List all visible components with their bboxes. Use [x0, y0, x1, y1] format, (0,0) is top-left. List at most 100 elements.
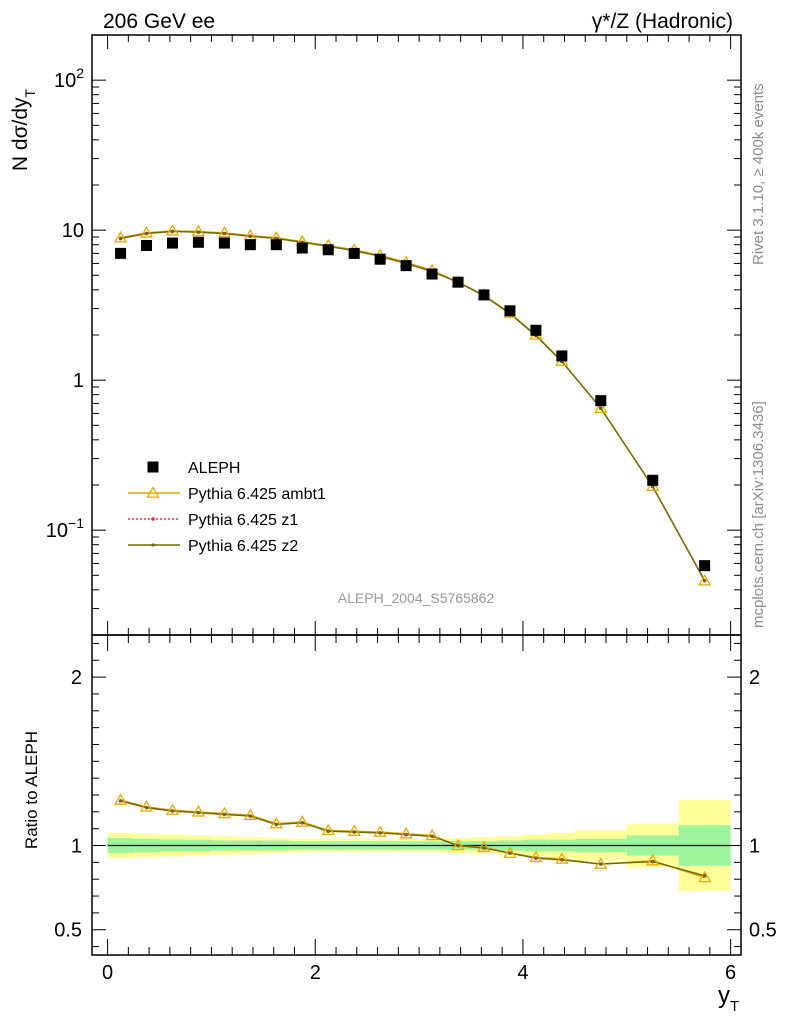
main-ambt1-marker — [698, 573, 712, 586]
ratio-ambt1-marker — [594, 857, 608, 869]
ratio-z2-marker — [196, 811, 201, 815]
aleph-data-point — [400, 260, 412, 272]
main-y-tick-label: 10 — [62, 220, 84, 242]
aleph-data-point — [478, 289, 490, 301]
ratio-z2-marker — [222, 812, 226, 816]
ratio-ambt1-marker — [269, 816, 283, 829]
ratio-z2-marker — [352, 830, 356, 834]
x-axis-label-text: y — [718, 982, 730, 1009]
ratio-ambt1-marker — [321, 823, 335, 836]
main-z2-marker — [144, 231, 149, 236]
x-tick-label: 4 — [517, 962, 528, 984]
main-z2-marker — [170, 229, 175, 234]
main-z2-marker — [196, 230, 201, 234]
main-z2-marker — [651, 485, 655, 489]
main-y-tick-label: 1 — [73, 370, 84, 392]
ratio-ambt1-marker — [139, 799, 154, 812]
main-z2-marker — [118, 236, 123, 241]
main-z2-marker — [599, 406, 603, 410]
x-tick-label: 6 — [725, 962, 736, 984]
aleph-data-point — [647, 474, 659, 486]
legend-aleph-marker — [147, 461, 159, 473]
ratio-z2-marker — [404, 832, 408, 837]
ratio-ambt1-marker — [191, 805, 206, 817]
aleph-data-point — [166, 237, 178, 249]
main-y-tick-label-exponent: 2 — [76, 65, 84, 81]
main-y-axis-label-subscript: T — [22, 88, 38, 97]
ratio-ambt1-marker — [503, 846, 517, 858]
ratio-z2-marker — [534, 856, 538, 860]
ratio-z2-marker — [300, 821, 304, 825]
ratio-y-tick-label-right: 0.5 — [749, 920, 777, 942]
aleph-data-point — [374, 253, 386, 265]
ratio-z2-marker — [651, 859, 655, 864]
ratio-y-axis-label: Ratio to ALEPH — [22, 731, 41, 849]
main-z2-marker — [222, 231, 226, 236]
ratio-z2-marker — [482, 846, 486, 850]
aleph-data-point — [192, 236, 204, 248]
legend-entry-label: Pythia 6.425 z2 — [188, 538, 298, 555]
ratio-z2-marker — [508, 851, 512, 855]
aleph-data-point — [296, 242, 308, 254]
ratio-ambt1-marker — [295, 815, 309, 827]
header-right-title: γ*/Z (Hadronic) — [592, 10, 733, 33]
ratio-ambt1-marker — [399, 826, 413, 839]
ratio-y-tick-label-right: 1 — [749, 836, 760, 858]
ratio-z2-marker — [430, 834, 434, 838]
main-ambt1-marker — [165, 223, 180, 236]
main-ambt1-marker — [594, 401, 608, 413]
ratio-frame — [91, 634, 742, 956]
ratio-ambt1-marker — [113, 793, 128, 805]
legend-entry-label: ALEPH — [188, 460, 240, 477]
aleph-data-point — [504, 305, 516, 317]
main-y-tick-label: 102 — [54, 65, 84, 92]
aleph-data-point — [348, 247, 360, 259]
main-y-tick-label-exponent: −1 — [68, 515, 84, 531]
ratio-ambt1-marker — [529, 850, 543, 863]
ratio-z2-marker — [144, 806, 149, 810]
ratio-panel: 0.5 0.5 1 1 2 2 0 2 4 6 Ratio to ALEPH yT — [22, 634, 777, 1015]
aleph-data-point — [530, 324, 542, 336]
ratio-z2-marker — [326, 829, 330, 833]
main-y-tick-label-base: 10 — [46, 520, 68, 542]
aleph-data-point — [595, 395, 607, 407]
mcplots-label: mcplots.cern.ch [arXiv:1306.3436] — [750, 401, 767, 628]
main-data-points — [113, 223, 712, 586]
aleph-data-point — [244, 239, 256, 251]
main-y-tick-label-base: 10 — [54, 70, 76, 92]
ratio-z2-marker — [248, 814, 252, 818]
legend-entry-label: Pythia 6.425 z1 — [188, 512, 298, 529]
ratio-y-tick-label-left: 0.5 — [54, 920, 82, 942]
ratio-z2-marker — [118, 799, 123, 803]
ratio-ambt1-marker — [217, 806, 232, 819]
x-tick-label: 0 — [102, 962, 113, 984]
analysis-label: ALEPH_2004_S5765862 — [338, 590, 495, 606]
legend-entry-label: Pythia 6.425 ambt1 — [188, 486, 326, 503]
aleph-data-point — [141, 240, 153, 252]
main-ambt1-marker — [191, 224, 206, 237]
legend-z1-marker — [151, 517, 155, 521]
ratio-ambt1-marker — [451, 838, 465, 851]
ratio-y-tick-label-left: 1 — [71, 836, 82, 858]
ratio-ambt1-marker — [165, 803, 180, 815]
main-y-tick-label: 10−1 — [46, 515, 84, 542]
ratio-ambt1-marker — [425, 828, 439, 841]
main-z2-marker — [703, 579, 707, 583]
ratio-y-tick-label-right: 2 — [749, 667, 760, 689]
main-ambt1-marker — [139, 226, 154, 238]
legend-z2-marker — [151, 543, 155, 547]
ratio-uncertainty-bands — [107, 800, 731, 891]
ratio-ambt1-marker — [477, 840, 491, 852]
aleph-data-point — [699, 560, 711, 572]
ratio-z2-marker — [274, 822, 278, 827]
ratio-y-tick-label-left: 2 — [71, 667, 82, 689]
main-y-axis-label-text: N dσ/dy — [9, 97, 32, 171]
header-left-title: 206 GeV ee — [103, 10, 215, 33]
ratio-axes: 0.5 0.5 1 1 2 2 0 2 4 6 — [54, 635, 777, 984]
aleph-data-point — [556, 350, 568, 362]
x-axis-label-subscript: T — [730, 998, 739, 1015]
x-axis-label: yT — [718, 982, 739, 1015]
aleph-data-point — [115, 247, 127, 259]
